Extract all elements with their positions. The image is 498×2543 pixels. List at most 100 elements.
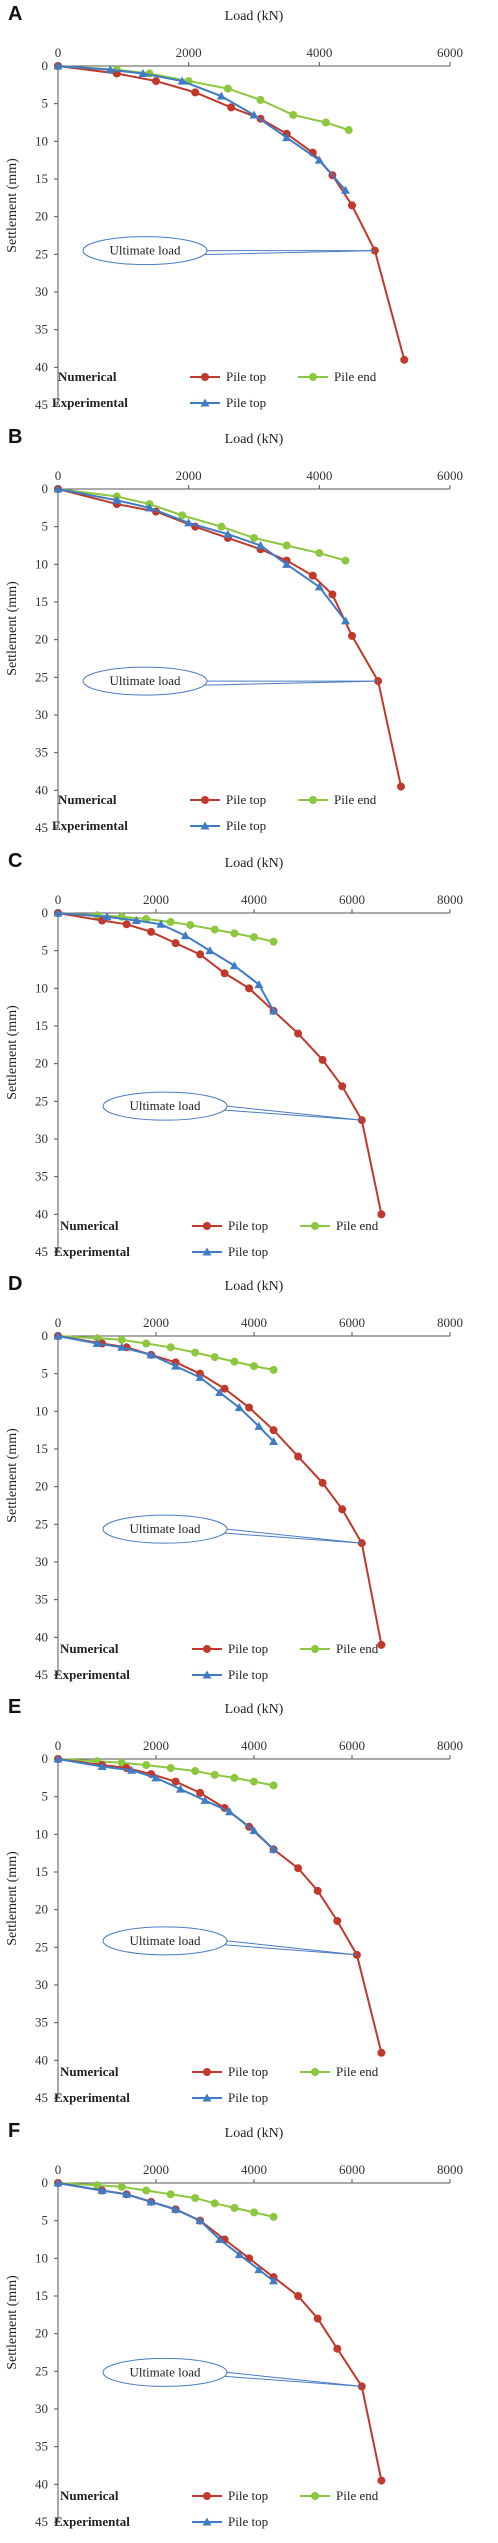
data-point-numerical-pile-end xyxy=(344,126,353,135)
data-point-numerical-pile-end xyxy=(269,937,278,946)
legend-label-numerical-end: Pile end xyxy=(334,792,377,807)
data-point-numerical-pile-top xyxy=(294,2292,303,2300)
x-tick-label: 2000 xyxy=(176,468,202,483)
legend-numerical-top-swatch-marker xyxy=(203,1645,211,1653)
data-point-numerical-pile-top xyxy=(333,2344,342,2353)
data-point-experimental-pile-top xyxy=(269,1006,279,1015)
chart-panel-f: F Load (kN) Settlement (mm) 0 2000 4000 6000 80… xyxy=(5,2120,463,2529)
data-point-experimental-pile-top xyxy=(340,616,350,625)
legend-label-numerical-end: Pile end xyxy=(336,2064,379,2079)
legend-numerical-end-swatch-marker xyxy=(311,2492,319,2500)
legend-label-numerical-end: Pile end xyxy=(336,1218,379,1233)
y-tick-label: 45 xyxy=(35,397,48,412)
data-point-experimental-pile-top xyxy=(195,2216,205,2225)
data-point-numerical-pile-end xyxy=(230,929,239,938)
y-tick-label: 10 xyxy=(35,1403,48,1418)
data-point-experimental-pile-top xyxy=(176,1784,185,1793)
data-point-numerical-pile-top xyxy=(245,1403,254,1412)
data-point-experimental-pile-top xyxy=(171,2204,181,2213)
series-line-numerical-pile-end xyxy=(57,65,350,131)
data-point-numerical-pile-top xyxy=(333,1916,342,1925)
chart-panel-a: A Load (kN) Settlement (mm) 0 2000 4000 6000 0 5… xyxy=(5,3,463,412)
data-point-numerical-pile-top xyxy=(227,103,236,112)
data-point-numerical-pile-end xyxy=(289,110,298,119)
data-point-numerical-pile-top xyxy=(269,1426,278,1435)
data-point-numerical-pile-top xyxy=(318,1478,327,1487)
data-point-numerical-pile-top xyxy=(377,1640,386,1649)
data-point-experimental-pile-top xyxy=(216,91,226,100)
legend-experimental-top-swatch-marker xyxy=(202,2093,212,2102)
series-line-experimental-pile-top xyxy=(57,488,347,622)
y-tick-label: 0 xyxy=(42,1751,49,1766)
data-point-numerical-pile-end xyxy=(210,925,219,934)
data-point-numerical-pile-end xyxy=(269,1781,278,1790)
series-line-numerical-pile-top xyxy=(57,65,406,361)
data-point-numerical-pile-top xyxy=(308,571,317,580)
legend-group-numerical: Numerical xyxy=(60,1218,119,1233)
data-point-experimental-pile-top xyxy=(102,912,112,921)
data-point-numerical-pile-top xyxy=(313,2314,322,2323)
data-point-experimental-pile-top xyxy=(200,1795,210,1804)
data-point-experimental-pile-top xyxy=(254,1421,264,1430)
x-tick-label: 0 xyxy=(55,892,62,907)
ultimate-load-label: Ultimate load xyxy=(129,2364,201,2379)
y-tick-label: 20 xyxy=(35,209,48,224)
x-tick-label: 2000 xyxy=(143,1738,169,1753)
chart-panel-c: C Load (kN) Settlement (mm) 0 2000 4000 6000 80… xyxy=(5,850,463,1259)
data-point-experimental-pile-top xyxy=(97,2186,107,2195)
data-point-numerical-pile-top xyxy=(220,1384,229,1393)
legend-numerical-top-swatch-marker xyxy=(201,796,209,804)
y-tick-label: 40 xyxy=(35,2476,48,2491)
callout-pointer xyxy=(204,250,375,256)
y-tick-label: 45 xyxy=(35,820,48,835)
legend-group-experimental: Experimental xyxy=(52,395,128,410)
data-point-experimental-pile-top xyxy=(314,155,324,164)
panel-label: C xyxy=(8,850,22,872)
y-tick-label: 20 xyxy=(35,2326,48,2341)
data-point-experimental-pile-top xyxy=(314,582,324,591)
panel-label: A xyxy=(8,3,22,25)
y-tick-label: 25 xyxy=(35,1939,48,1954)
data-point-numerical-pile-top xyxy=(294,1029,303,1038)
data-point-numerical-pile-top xyxy=(152,77,160,86)
data-point-experimental-pile-top xyxy=(254,2265,264,2274)
legend-label-numerical-top: Pile top xyxy=(226,792,266,807)
legend-numerical-top-swatch-marker xyxy=(201,373,209,381)
legend-numerical-top-swatch-marker xyxy=(203,2068,211,2076)
chart-panel-d: D Load (kN) Settlement (mm) 0 2000 4000 6000 80… xyxy=(5,1273,463,1682)
data-point-numerical-pile-end xyxy=(117,1758,126,1767)
y-tick-label: 35 xyxy=(35,322,48,337)
series-line-experimental-pile-top xyxy=(57,2182,275,2282)
data-point-numerical-pile-top xyxy=(294,1452,303,1461)
data-point-numerical-pile-end xyxy=(166,918,175,927)
data-point-experimental-pile-top xyxy=(215,1388,225,1396)
data-point-numerical-pile-top xyxy=(313,1886,322,1895)
x-tick-label: 0 xyxy=(55,1738,62,1753)
y-tick-label: 15 xyxy=(35,1018,48,1033)
data-point-experimental-pile-top xyxy=(249,110,259,119)
series-line-numerical-pile-top xyxy=(57,912,383,1215)
data-point-numerical-pile-top xyxy=(196,1788,205,1797)
x-tick-label: 0 xyxy=(55,1315,62,1330)
y-tick-label: 20 xyxy=(35,1902,48,1917)
data-point-numerical-pile-end xyxy=(250,933,258,942)
data-point-numerical-pile-top xyxy=(348,201,356,210)
series-line-numerical-pile-top xyxy=(57,2182,383,2481)
legend-label-experimental-top: Pile top xyxy=(228,1667,268,1682)
legend-label-numerical-end: Pile end xyxy=(336,2488,379,2503)
y-tick-label: 0 xyxy=(42,2175,49,2190)
data-point-numerical-pile-end xyxy=(142,2186,151,2195)
x-tick-label: 6000 xyxy=(339,1315,365,1330)
data-point-experimental-pile-top xyxy=(205,946,215,955)
data-point-numerical-pile-top xyxy=(328,590,337,599)
data-point-experimental-pile-top xyxy=(53,484,63,493)
legend-label-experimental-top: Pile top xyxy=(226,818,266,833)
y-tick-label: 10 xyxy=(35,556,48,571)
legend-group-numerical: Numerical xyxy=(58,792,117,807)
legend-group-numerical: Numerical xyxy=(58,369,117,384)
y-tick-label: 30 xyxy=(35,2401,48,2416)
callout-pointer xyxy=(224,1109,362,1121)
legend-label-experimental-top: Pile top xyxy=(226,395,266,410)
series-line-experimental-pile-top xyxy=(57,1335,275,1443)
